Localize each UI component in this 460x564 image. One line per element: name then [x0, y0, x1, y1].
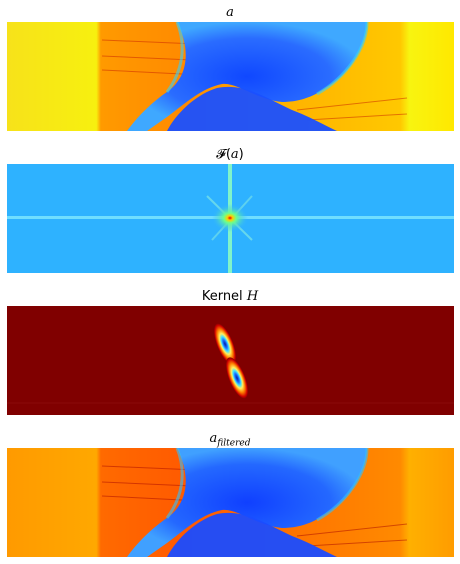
image-panel-a [7, 22, 454, 131]
panel-title-a: a [226, 5, 234, 20]
image-panel-af [7, 448, 454, 557]
image-panel-fa [7, 164, 454, 273]
panel-title-kernel: Kernel H [201, 289, 259, 304]
panel-title-fa: 𝓕(a) [216, 147, 244, 162]
image-panel-kernel [7, 306, 454, 415]
panel-title-af: afiltered [209, 431, 251, 449]
